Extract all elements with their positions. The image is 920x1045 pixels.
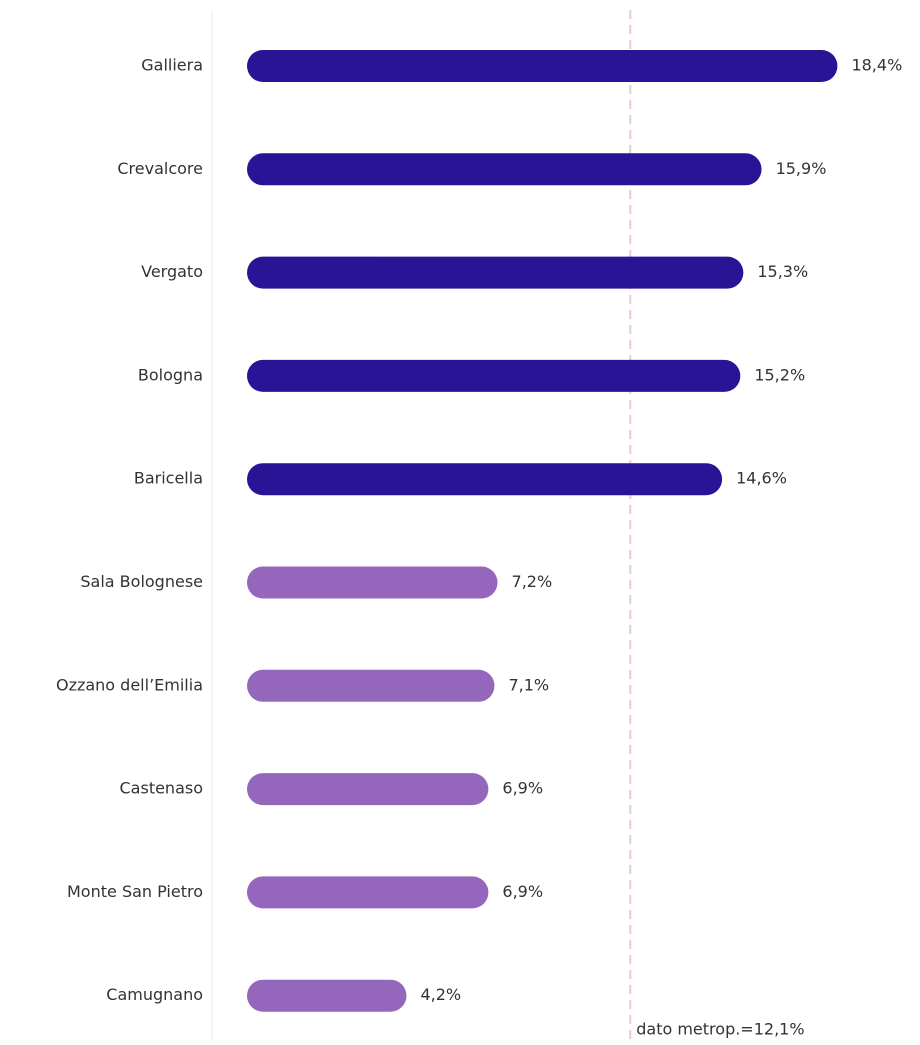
category-label: Crevalcore xyxy=(117,159,203,178)
value-label: 6,9% xyxy=(502,882,543,901)
value-label: 7,1% xyxy=(508,675,549,694)
category-label: Baricella xyxy=(134,469,203,488)
category-label: Vergato xyxy=(141,262,203,281)
value-label: 18,4% xyxy=(851,56,902,75)
category-label: Galliera xyxy=(141,56,203,75)
reference-label: dato metrop.=12,1% xyxy=(636,1020,804,1039)
value-label: 15,2% xyxy=(754,365,805,384)
category-label: Bologna xyxy=(138,365,203,384)
category-label: Castenaso xyxy=(120,779,204,798)
value-label: 4,2% xyxy=(420,985,461,1004)
value-label: 15,9% xyxy=(776,159,827,178)
value-label: 7,2% xyxy=(512,572,553,591)
value-label: 6,9% xyxy=(502,779,543,798)
category-label: Sala Bolognese xyxy=(80,572,203,591)
category-label: Ozzano dell’Emilia xyxy=(56,675,203,694)
category-label: Monte San Pietro xyxy=(67,882,203,901)
value-label: 15,3% xyxy=(757,262,808,281)
category-label: Camugnano xyxy=(106,985,203,1004)
value-label: 14,6% xyxy=(736,469,787,488)
